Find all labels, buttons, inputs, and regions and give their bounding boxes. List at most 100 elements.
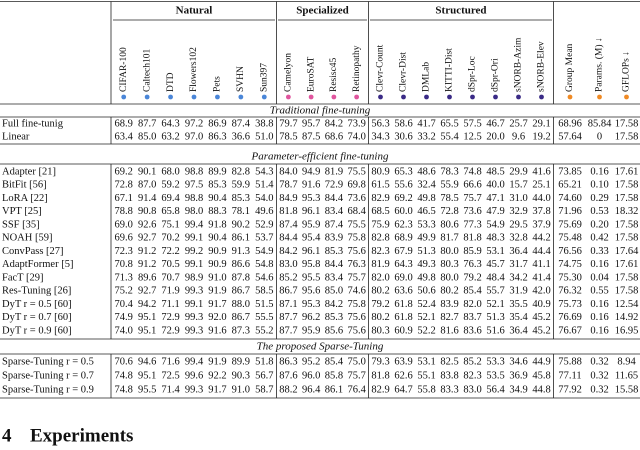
cell-value: 29.1 — [532, 118, 550, 129]
cell-value: 85.9 — [463, 246, 481, 257]
cell-value: 69.0 — [394, 272, 412, 283]
cell-value: 90.3 — [232, 370, 250, 381]
cell-value: 17.58 — [615, 193, 639, 204]
cell-value: 31.0 — [509, 193, 527, 204]
cell-value: 0.32 — [590, 384, 608, 395]
cell-value: 61.5 — [371, 180, 389, 191]
cell-value: 92.7 — [138, 233, 156, 244]
cell-value: 75.30 — [558, 272, 582, 283]
cell-value: 51.3 — [417, 246, 435, 257]
cell-value: 92.0 — [208, 312, 226, 323]
cell-value: 38.8 — [255, 118, 273, 129]
cell-value: 86.1 — [232, 233, 250, 244]
cell-value: 40.0 — [486, 180, 504, 191]
cell-value: 69.4 — [161, 193, 180, 204]
cell-value: 83.9 — [325, 233, 343, 244]
cell-value: 51.0 — [255, 131, 273, 142]
legend-dot — [238, 94, 244, 100]
cell-value: 90.4 — [208, 233, 227, 244]
column-header: Group Mean — [565, 43, 575, 92]
cell-value: 75.9 — [371, 219, 389, 230]
legend-dot — [285, 94, 291, 100]
cell-value: 84.2 — [325, 118, 343, 129]
method-name: Adapter [21] — [2, 166, 56, 177]
cell-value: 95.4 — [302, 233, 321, 244]
cell-value: 76.32 — [558, 286, 582, 297]
cell-value: 99.3 — [185, 325, 203, 336]
cell-value: 48.4 — [486, 272, 505, 283]
cell-value: 54.6 — [255, 272, 273, 283]
cell-value: 32.9 — [509, 206, 527, 217]
cell-value: 52.9 — [255, 219, 273, 230]
cell-value: 89.9 — [232, 356, 250, 367]
column-header: Sun397 — [259, 63, 269, 92]
cell-value: 71.4 — [161, 384, 180, 395]
cell-value: 67.1 — [115, 193, 133, 204]
cell-value: 78.5 — [279, 131, 297, 142]
cell-value: 61.8 — [394, 299, 412, 310]
cell-value: 30.6 — [394, 131, 412, 142]
cell-value: 59.2 — [161, 180, 179, 191]
cell-value: 68.4 — [347, 206, 366, 217]
cell-value: 69.2 — [394, 193, 412, 204]
cell-value: 86.7 — [232, 286, 250, 297]
cell-value: 96.1 — [302, 206, 320, 217]
cell-value: 37.9 — [532, 219, 550, 230]
cell-value: 75.7 — [347, 370, 365, 381]
cell-value: 17.61 — [615, 259, 639, 270]
cell-value: 69.8 — [347, 180, 365, 191]
cell-value: 0.20 — [590, 219, 608, 230]
cell-value: 91.8 — [208, 219, 226, 230]
section-title: Traditional fine-tuning — [270, 105, 371, 117]
cell-value: 87.0 — [138, 180, 156, 191]
cell-value: 75.6 — [347, 312, 365, 323]
cell-value: 82.9 — [371, 193, 389, 204]
cell-value: 0.32 — [590, 370, 608, 381]
cell-value: 80.9 — [371, 166, 389, 177]
cell-value: 87.7 — [138, 118, 156, 129]
cell-value: 44.4 — [532, 246, 551, 257]
cell-value: 92.2 — [208, 370, 226, 381]
cell-value: 80.3 — [371, 325, 389, 336]
cell-value: 68.96 — [558, 118, 582, 129]
cell-value: 56.3 — [371, 118, 389, 129]
cell-value: 73.85 — [558, 166, 582, 177]
cell-value: 75.69 — [558, 219, 582, 230]
cell-value: 83.4 — [325, 206, 344, 217]
cell-value: 34.9 — [509, 384, 527, 395]
cell-value: 17.64 — [615, 246, 639, 257]
cell-value: 83.0 — [279, 259, 297, 270]
cell-value: 97.2 — [185, 118, 203, 129]
cell-value: 55.5 — [255, 312, 273, 323]
method-name: DyT r = 0.7 [60] — [2, 312, 72, 323]
cell-value: 99.3 — [185, 384, 203, 395]
legend-dot — [470, 94, 475, 100]
cell-value: 76.4 — [347, 384, 366, 395]
cell-value: 11.65 — [615, 370, 638, 381]
cell-value: 57.64 — [558, 131, 582, 142]
cell-value: 75.7 — [347, 272, 365, 283]
method-name: Full fine-tunig — [2, 118, 64, 129]
cell-value: 42.0 — [532, 286, 550, 297]
cell-value: 75.8 — [347, 299, 365, 310]
cell-value: 45.8 — [532, 370, 550, 381]
cell-value: 56.4 — [486, 384, 505, 395]
cell-value: 78.8 — [115, 206, 133, 217]
cell-value: 20.0 — [486, 131, 504, 142]
cell-value: 95.1 — [138, 325, 156, 336]
cell-value: 98.0 — [185, 206, 203, 217]
method-name: DyT r = 0.9 [60] — [2, 325, 72, 336]
cell-value: 78.1 — [232, 206, 250, 217]
cell-value: 36.4 — [509, 325, 528, 336]
cell-value: 54.3 — [255, 166, 273, 177]
column-header: Caltech101 — [142, 48, 152, 92]
cell-value: 96.2 — [302, 312, 320, 323]
cell-value: 74.8 — [115, 370, 133, 381]
cell-value: 72.8 — [115, 180, 133, 191]
cell-value: 90.9 — [208, 246, 226, 257]
column-header: dSpr-Ori — [491, 58, 501, 92]
cell-value: 64.3 — [161, 118, 179, 129]
cell-value: 35.4 — [509, 312, 528, 323]
cell-value: 88.0 — [232, 299, 250, 310]
cell-value: 75.0 — [347, 356, 365, 367]
